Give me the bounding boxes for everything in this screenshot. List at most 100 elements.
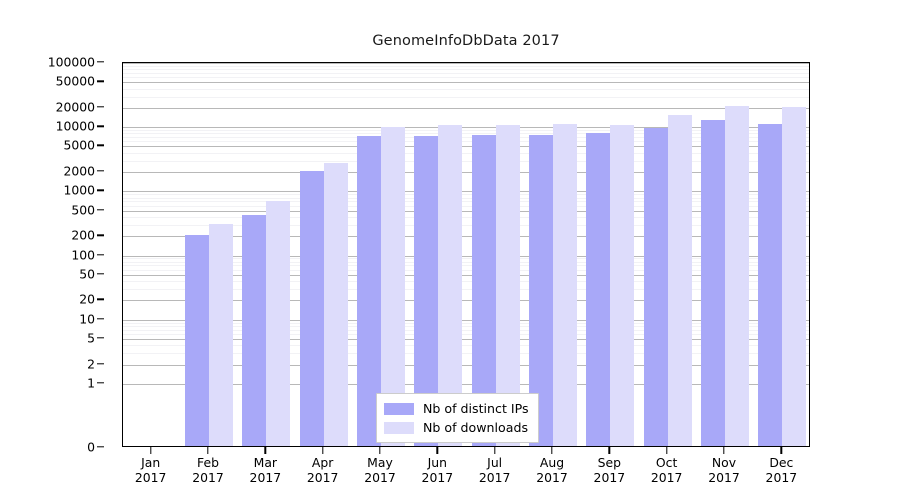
bar-aug-downloads xyxy=(553,123,578,446)
gridline-minor xyxy=(123,329,809,331)
gridline-minor xyxy=(123,258,809,260)
plot-area xyxy=(122,62,810,447)
y-tick-mark xyxy=(97,125,104,127)
gridline-minor xyxy=(123,205,809,207)
gridline-major xyxy=(123,236,809,238)
x-tick-mark xyxy=(321,447,324,454)
x-tick-month: Aug xyxy=(539,455,565,470)
x-tick-month: Nov xyxy=(711,455,737,470)
x-tick-year: 2017 xyxy=(306,470,339,485)
gridline-minor xyxy=(123,141,809,143)
x-tick-year: 2017 xyxy=(650,470,683,485)
y-tick-label: 10 xyxy=(79,311,95,327)
gridline-minor xyxy=(123,289,809,291)
gridline-minor xyxy=(123,88,809,90)
gridline-minor xyxy=(123,261,809,263)
x-tick-label-oct: Oct 2017 xyxy=(651,455,683,485)
bar-dec-distinct-ips xyxy=(758,123,783,446)
x-tick-mark xyxy=(551,447,553,454)
gridline-minor xyxy=(123,224,809,226)
gridline-major xyxy=(123,127,809,129)
y-tick-label: 50 xyxy=(79,266,95,282)
y-tick-label: 100 xyxy=(71,247,95,262)
x-tick-month: Sep xyxy=(597,455,622,470)
gridline-major xyxy=(123,146,809,148)
bar-apr-downloads xyxy=(323,162,348,446)
gridline-minor xyxy=(123,65,809,67)
x-tick-month: May xyxy=(367,455,393,470)
y-tick-mark xyxy=(97,106,104,108)
gridline-major xyxy=(123,364,809,366)
x-tick-label-nov: Nov 2017 xyxy=(708,455,740,485)
gridline-minor xyxy=(123,152,809,154)
legend-label-distinct-ips: Nb of distinct IPs xyxy=(423,401,529,416)
gridline-minor xyxy=(123,345,809,347)
y-tick-label: 5000 xyxy=(63,137,95,153)
x-tick-month: Apr xyxy=(311,455,334,470)
y-tick-mark xyxy=(97,253,104,256)
x-tick-label-apr: Apr 2017 xyxy=(307,455,339,485)
gridline-major xyxy=(123,338,809,340)
gridline-minor xyxy=(123,137,809,139)
y-tick-mark xyxy=(97,80,104,83)
y-tick-mark xyxy=(97,61,104,63)
y-tick-mark xyxy=(97,234,104,236)
gridline-minor xyxy=(123,325,809,327)
chart-title: GenomeInfoDbData 2017 xyxy=(372,33,560,49)
x-tick-label-aug: Aug 2017 xyxy=(536,455,568,485)
bar-apr-distinct-ips xyxy=(299,171,324,446)
x-tick-year: 2017 xyxy=(765,470,798,485)
bar-may-downloads xyxy=(381,126,406,446)
x-tick-year: 2017 xyxy=(364,470,396,485)
y-tick-label: 10000 xyxy=(55,118,95,134)
y-tick-label: 100000 xyxy=(47,54,95,70)
y-tick-mark xyxy=(97,362,104,365)
x-tick-month: Jan xyxy=(141,455,161,470)
legend-swatch-icon-downloads xyxy=(384,421,414,434)
gridline-minor xyxy=(123,281,809,283)
legend-swatch-icon-distinct-ips xyxy=(384,402,414,415)
bar-mar-distinct-ips xyxy=(242,214,267,446)
gridline-minor xyxy=(123,197,809,199)
y-tick-mark xyxy=(97,208,104,211)
y-tick-mark xyxy=(97,446,104,448)
legend-item-distinct-ips: Nb of distinct IPs xyxy=(384,399,529,418)
x-tick-mark xyxy=(207,447,209,454)
bar-jul-downloads xyxy=(495,124,520,446)
x-tick-month: Mar xyxy=(253,455,278,470)
x-tick-year: 2017 xyxy=(478,470,511,485)
gridline-minor xyxy=(123,333,809,335)
gridline-minor xyxy=(123,322,809,324)
gridline-major xyxy=(123,319,809,321)
x-tick-mark xyxy=(149,447,152,454)
bar-sep-downloads xyxy=(610,124,635,446)
gridline-minor xyxy=(123,269,809,271)
x-tick-label-may: May 2017 xyxy=(364,455,396,485)
y-tick-label: 200 xyxy=(71,227,95,243)
y-tick-label: 1 xyxy=(87,375,95,391)
bar-jun-downloads xyxy=(438,125,463,446)
gridline-minor xyxy=(123,216,809,218)
x-tick-year: 2017 xyxy=(708,470,740,485)
y-tick-mark xyxy=(97,170,104,172)
x-tick-month: Oct xyxy=(655,455,678,470)
y-tick-mark xyxy=(97,273,104,275)
gridline-minor xyxy=(123,265,809,267)
bar-oct-downloads xyxy=(667,114,692,446)
x-tick-label-jul: Jul 2017 xyxy=(479,455,511,485)
x-tick-mark xyxy=(436,447,439,454)
legend-item-downloads: Nb of downloads xyxy=(384,418,529,437)
gridline-minor xyxy=(123,201,809,203)
x-tick-mark xyxy=(780,447,783,454)
x-tick-label-jan: Jan 2017 xyxy=(135,455,167,485)
gridline-major xyxy=(123,383,809,385)
gridline-major xyxy=(123,82,809,84)
bar-mar-downloads xyxy=(266,200,291,446)
bar-oct-distinct-ips xyxy=(643,128,668,446)
gridline-major xyxy=(123,172,809,174)
y-tick-label: 20000 xyxy=(55,99,95,115)
bar-feb-distinct-ips xyxy=(184,234,209,446)
y-tick-mark xyxy=(97,144,104,147)
y-tick-label: 0 xyxy=(87,439,95,455)
